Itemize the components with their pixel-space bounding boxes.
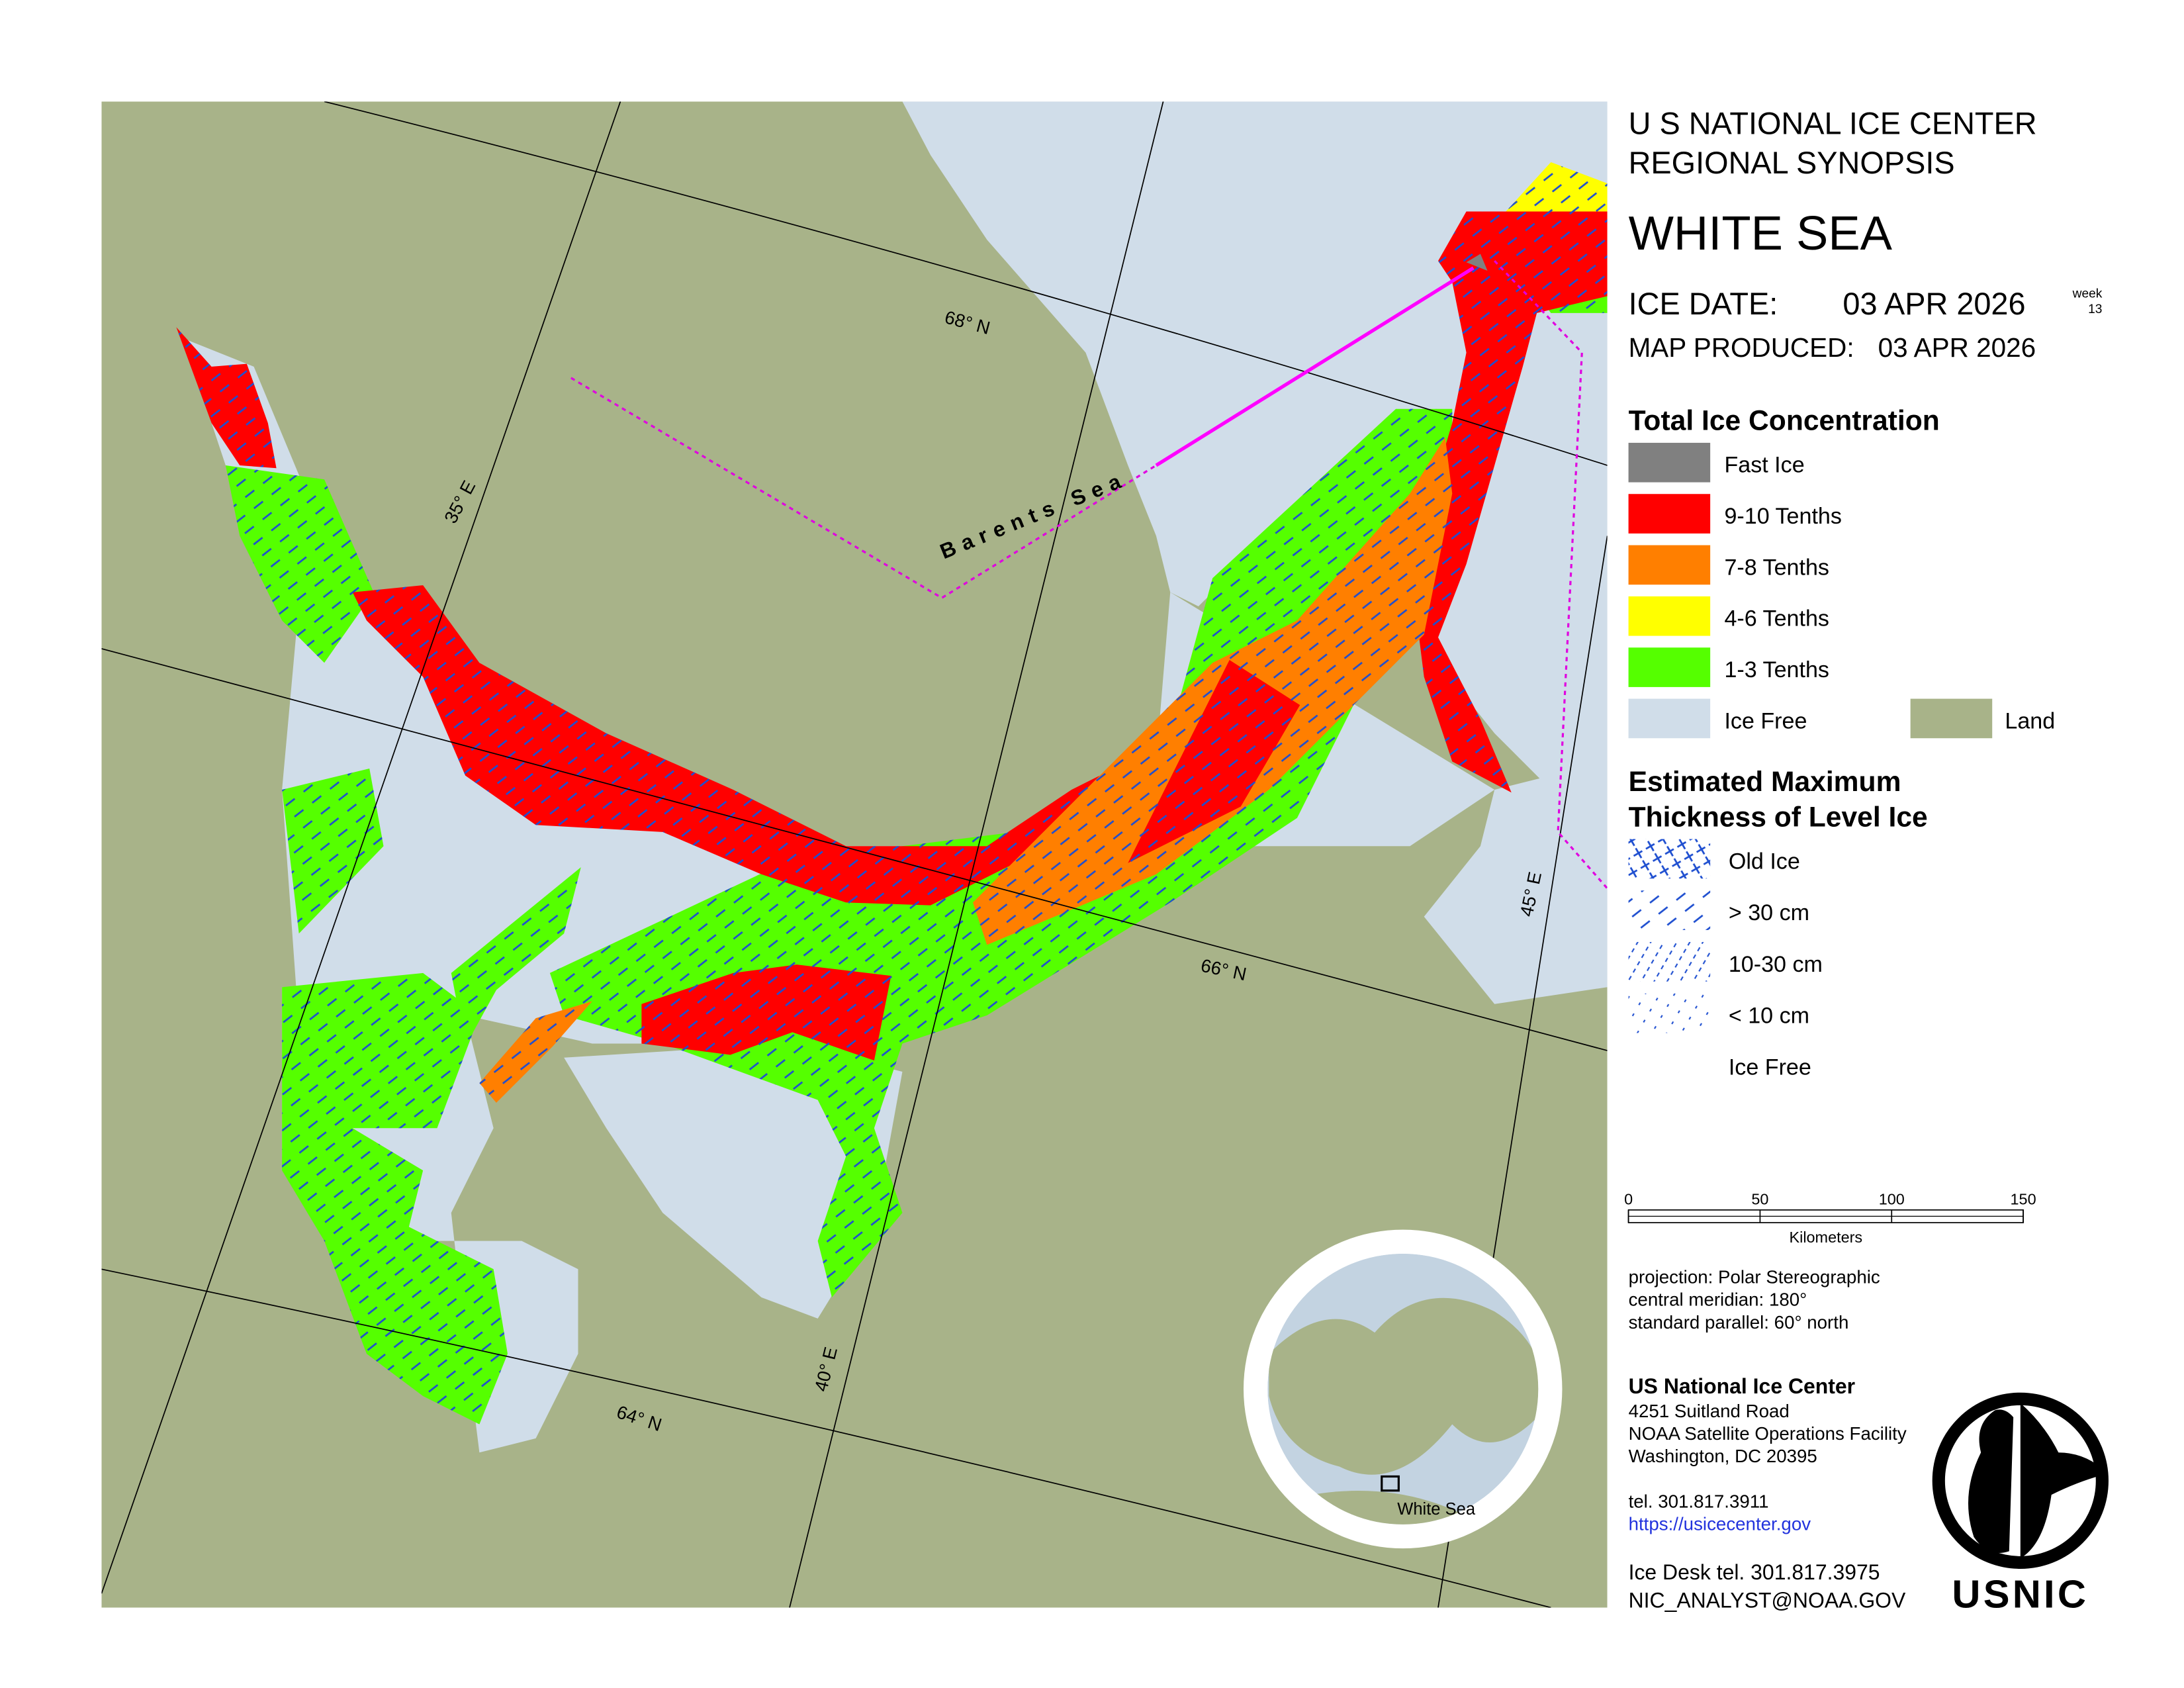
legend-title: Thickness of Level Ice: [1629, 801, 1928, 833]
inset-label: White Sea: [1397, 1500, 1476, 1519]
legend-label: Old Ice: [1729, 849, 1800, 874]
ice-thickness-hatch: [1128, 659, 1300, 863]
legend-label: Ice Free: [1724, 708, 1807, 733]
ice-free-water: [1424, 761, 1608, 1004]
thickness-swatch: [1629, 1045, 1711, 1085]
ice-date-label: ICE DATE:: [1629, 287, 1778, 321]
legend-swatch: [1628, 494, 1711, 534]
legend-label: > 30 cm: [1729, 900, 1809, 925]
thickness-swatch: [1628, 942, 1711, 982]
legend-label: 7-8 Tenths: [1724, 555, 1829, 580]
ice-thickness-hatch: [176, 327, 277, 469]
boundary-line: [570, 260, 1608, 890]
legend-label: 10-30 cm: [1729, 952, 1823, 977]
inset-locator: [1381, 1475, 1400, 1492]
ice-area: [1466, 254, 1488, 271]
logo-ring: [1932, 1392, 2109, 1569]
agency: U S NATIONAL ICE CENTER: [1629, 106, 2037, 140]
ice-thickness-hatch: [225, 465, 374, 663]
scale-label: 50: [1751, 1190, 1768, 1207]
ice-thickness-hatch: [641, 964, 891, 1061]
scale-unit: Kilometers: [1790, 1229, 1863, 1246]
inset-globe: [1267, 1253, 1539, 1524]
graticule-line: [789, 101, 1164, 1608]
projection-text: central meridian: 180°: [1629, 1289, 1807, 1310]
contact-name: US National Ice Center: [1629, 1374, 1856, 1398]
week-number: 13: [2088, 303, 2102, 316]
legend-swatch: [1628, 545, 1711, 585]
legend-title: Estimated Maximum: [1629, 766, 1901, 798]
website-link[interactable]: https://usicecenter.gov: [1629, 1513, 1811, 1534]
projection-text: projection: Polar Stereographic: [1629, 1267, 1880, 1288]
legend-label: 1-3 Tenths: [1724, 657, 1829, 682]
legend-swatch: [1628, 698, 1711, 739]
ice-thickness-hatch: [451, 867, 581, 1047]
thickness-swatch: [1628, 890, 1711, 930]
legend-swatch: [1910, 698, 1993, 739]
ice-date: 03 APR 2026: [1843, 287, 2025, 321]
inset-land: [1269, 1297, 1539, 1475]
graticule-line: [101, 1268, 1551, 1608]
phone: tel. 301.817.3911: [1629, 1491, 1769, 1511]
thickness-swatch: [1628, 993, 1711, 1033]
produced-date: 03 APR 2026: [1878, 332, 2036, 363]
legend-label: Ice Free: [1729, 1055, 1811, 1080]
email: NIC_ANALYST@NOAA.GOV: [1629, 1589, 1906, 1613]
ice-thickness-hatch: [352, 585, 1128, 906]
address-line: NOAA Satellite Operations Facility: [1629, 1423, 1907, 1444]
legend-swatch: [1628, 442, 1711, 483]
ice-thickness-hatch: [282, 972, 508, 1425]
ice-thickness-hatch: [282, 769, 384, 934]
product: REGIONAL SYNOPSIS: [1629, 146, 1955, 180]
ice-thickness-hatch: [479, 1001, 592, 1103]
projection-text: standard parallel: 60° north: [1629, 1312, 1849, 1333]
desk-phone: Ice Desk tel. 301.817.3975: [1629, 1560, 1880, 1584]
scale-label: 100: [1879, 1190, 1905, 1207]
logo-bear: [2020, 1403, 2108, 1559]
legend-label: Fast Ice: [1724, 453, 1804, 478]
week-label: week: [2072, 287, 2103, 301]
inset-land: [1311, 1491, 1467, 1524]
logo-penguin: [1968, 1409, 2014, 1554]
legend-label: < 10 cm: [1729, 1004, 1809, 1029]
legend-swatch: [1628, 647, 1711, 687]
region-title: WHITE SEA: [1629, 207, 1893, 260]
legend-panel: U S NATIONAL ICE CENTER REGIONAL SYNOPSIS…: [1624, 106, 2109, 1617]
legend-label: Land: [2005, 708, 2055, 733]
address-line: 4251 Suitland Road: [1629, 1401, 1790, 1421]
graticule-line: [324, 101, 1608, 466]
leader-line: [1155, 266, 1475, 467]
produced-label: MAP PRODUCED:: [1629, 332, 1854, 363]
ice-thickness-hatch: [1506, 162, 1608, 220]
ice-thickness-hatch: [972, 437, 1453, 945]
legend-label: 9-10 Tenths: [1724, 504, 1841, 529]
legend-swatch: [1628, 596, 1711, 636]
thickness-swatch: [1628, 839, 1711, 879]
legend-title: Total Ice Concentration: [1629, 405, 1940, 437]
address-line: Washington, DC 20395: [1629, 1446, 1817, 1466]
scale-label: 150: [2011, 1190, 2036, 1207]
legend-label: 4-6 Tenths: [1724, 606, 1829, 632]
logo-text: USNIC: [1952, 1572, 2089, 1617]
ice-free-water: [564, 1043, 903, 1319]
graticule-line: [101, 101, 621, 1594]
scale-label: 0: [1624, 1190, 1633, 1207]
